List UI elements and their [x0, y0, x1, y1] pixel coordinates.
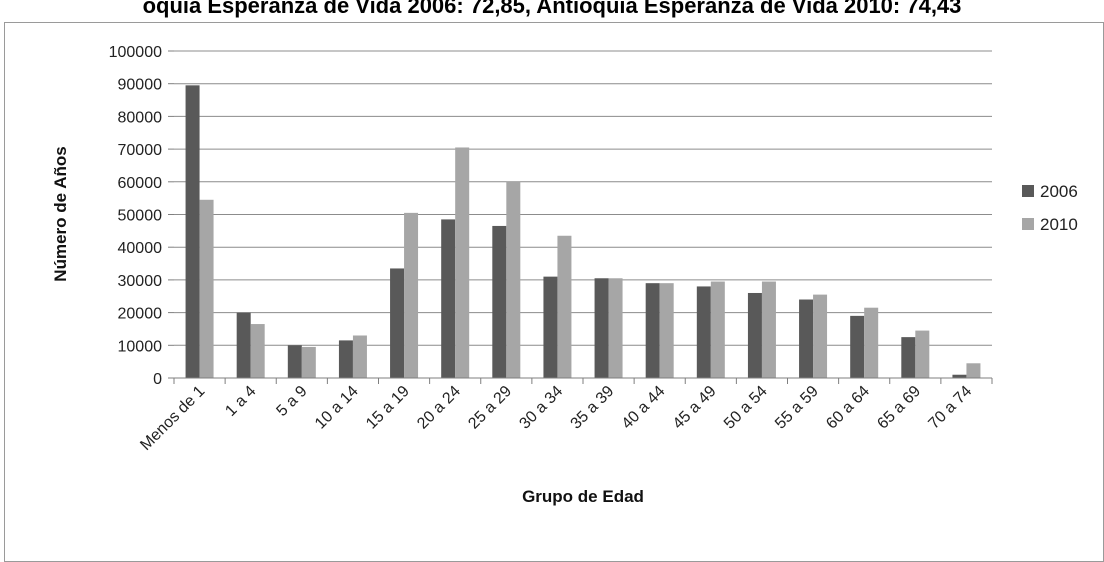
gridlines [174, 50, 992, 346]
x-axis-ticks: Menos de 1 1 a 4 5 a 9 10 a 14 15 a 19 20 a 2… [137, 378, 993, 454]
y-tick-label: 40000 [118, 240, 163, 257]
bar-2010 [455, 147, 470, 378]
bar-2006 [492, 225, 507, 378]
bar-2010 [659, 283, 674, 378]
bar-2010 [352, 335, 367, 378]
x-tick-label: 25 a 29 [465, 383, 515, 433]
bar-2006 [696, 286, 711, 378]
bar-2010 [199, 199, 214, 378]
bar-2010 [301, 346, 316, 378]
x-tick-label: 15 a 19 [363, 383, 413, 433]
y-axis-label: Número de Años [51, 146, 70, 281]
bar-2010 [250, 324, 265, 378]
bar-2010 [761, 281, 776, 378]
bar-2006 [747, 292, 762, 378]
x-tick-label: 50 a 54 [721, 383, 771, 433]
x-tick-label: Menos de 1 [137, 383, 208, 454]
y-tick-label: 100000 [109, 44, 162, 61]
legend-label-2010: 2010 [1040, 215, 1078, 234]
bar-2010 [557, 235, 572, 378]
legend-label-2006: 2006 [1040, 182, 1078, 201]
legend: 2006 2010 [1022, 182, 1078, 234]
bar-2006 [390, 268, 405, 378]
bar-2006 [799, 299, 814, 378]
x-tick-label: 60 a 64 [823, 383, 873, 433]
bar-2006 [543, 276, 558, 378]
bar-2010 [915, 330, 930, 378]
y-tick-label: 90000 [118, 77, 163, 94]
y-tick-label: 30000 [118, 273, 163, 290]
legend-swatch-2010 [1022, 218, 1034, 230]
x-axis-label: Grupo de Edad [522, 487, 644, 506]
bar-2006 [338, 340, 353, 378]
x-tick-label: 20 a 24 [414, 383, 464, 433]
legend-swatch-2006 [1022, 185, 1034, 197]
bar-2006 [850, 315, 865, 378]
bar-2010 [710, 281, 725, 378]
bar-2010 [608, 278, 623, 378]
bar-2010 [506, 181, 521, 378]
x-tick-label: 45 a 49 [670, 383, 720, 433]
bar-2006 [287, 345, 302, 378]
y-tick-label: 60000 [118, 175, 163, 192]
x-tick-label: 35 a 39 [568, 383, 618, 433]
y-tick-label: 0 [153, 371, 162, 388]
bars [185, 85, 981, 379]
x-tick-label: 5 a 9 [273, 383, 310, 420]
chart-title: oquia Esperanza de Vida 2006: 72,85, Ant… [142, 0, 962, 18]
y-tick-label: 70000 [118, 142, 163, 159]
x-tick-label: 1 a 4 [222, 383, 259, 420]
bar-2006 [441, 219, 456, 378]
x-tick-label: 65 a 69 [874, 383, 924, 433]
x-tick-label: 55 a 59 [772, 383, 822, 433]
y-axis-ticks: 0 10000 20000 30000 40000 50000 60000 70000 8000… [109, 44, 174, 388]
bar-2006 [645, 283, 660, 378]
bar-2006 [901, 337, 916, 378]
x-tick-label: 30 a 34 [516, 383, 566, 433]
bar-2010 [813, 294, 828, 378]
bar-chart: 0 10000 20000 30000 40000 50000 60000 70000 8000… [51, 44, 1078, 506]
bar-2006 [185, 85, 200, 379]
y-tick-label: 20000 [118, 306, 163, 323]
bar-2006 [952, 374, 967, 378]
bar-2010 [864, 307, 879, 378]
y-tick-label: 10000 [118, 338, 163, 355]
x-tick-label: 70 a 74 [925, 383, 975, 433]
y-tick-label: 80000 [118, 109, 163, 126]
y-tick-label: 50000 [118, 208, 163, 225]
bar-2010 [404, 212, 419, 378]
bar-2006 [594, 278, 609, 378]
x-tick-label: 40 a 44 [619, 383, 669, 433]
bar-2006 [236, 312, 251, 378]
bar-2010 [966, 363, 981, 378]
x-tick-label: 10 a 14 [312, 383, 362, 433]
